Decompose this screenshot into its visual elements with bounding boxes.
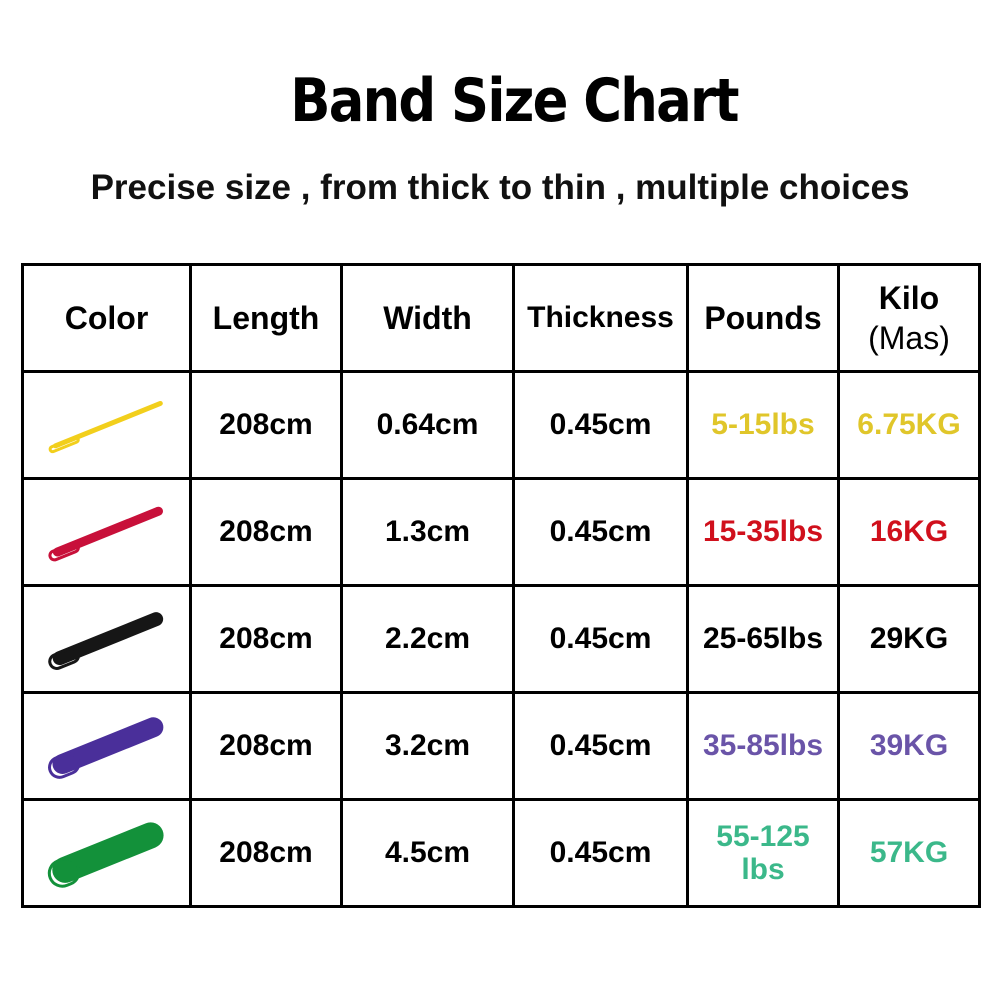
table-row: 208cm 0.64cm 0.45cm 5-15lbs 6.75KG (21, 370, 981, 480)
header-pounds: Pounds (686, 263, 840, 373)
band-image-cell (21, 477, 192, 587)
kilo-cell: 16KG (837, 477, 981, 587)
length-cell: 208cm (189, 584, 343, 694)
pounds-cell: 55-125 lbs (686, 798, 840, 908)
length-cell: 208cm (189, 798, 343, 908)
kilo-cell: 6.75KG (837, 370, 981, 480)
header-row: Color Length Width Thickness Pounds Kilo… (21, 263, 981, 373)
page-title: Band Size Chart (290, 66, 739, 136)
kilo-cell: 29KG (837, 584, 981, 694)
band-image (47, 822, 164, 888)
width-cell: 0.64cm (340, 370, 515, 480)
length-cell: 208cm (189, 370, 343, 480)
kilo-cell: 57KG (837, 798, 981, 908)
width-cell: 4.5cm (340, 798, 515, 908)
band-shape (52, 400, 163, 449)
width-cell: 1.3cm (340, 477, 515, 587)
band-shape (51, 717, 163, 774)
band-loop (47, 857, 81, 888)
band-shape (52, 506, 163, 557)
thickness-cell: 0.45cm (512, 370, 689, 480)
header-thickness: Thickness (512, 263, 689, 373)
thickness-cell: 0.45cm (512, 798, 689, 908)
thickness-cell: 0.45cm (512, 477, 689, 587)
band-image-cell (21, 691, 192, 801)
table-row: 208cm 4.5cm 0.45cm 55-125 lbs 57KG (21, 798, 981, 908)
band-loop (47, 646, 80, 670)
table-row: 208cm 1.3cm 0.45cm 15-35lbs 16KG (21, 477, 981, 587)
length-cell: 208cm (189, 691, 343, 801)
length-cell: 208cm (189, 477, 343, 587)
table-row: 208cm 2.2cm 0.45cm 25-65lbs 29KG (21, 584, 981, 694)
header-kilo: Kilo (Mas) (837, 263, 981, 373)
page-subtitle: Precise size , from thick to thin , mult… (90, 168, 910, 207)
table-row: 208cm 3.2cm 0.45cm 35-85lbs 39KG (21, 691, 981, 801)
band-loop (47, 752, 80, 779)
header-color: Color (21, 263, 192, 373)
header-width: Width (340, 263, 515, 373)
band-image-cell (21, 370, 192, 480)
band-shape (52, 612, 163, 666)
band-size-table: Color Length Width Thickness Pounds Kilo… (21, 263, 981, 908)
pounds-cell: 5-15lbs (686, 370, 840, 480)
band-loop (47, 541, 80, 562)
pounds-cell: 25-65lbs (686, 584, 840, 694)
thickness-cell: 0.45cm (512, 584, 689, 694)
pounds-cell: 35-85lbs (686, 691, 840, 801)
band-image (47, 506, 163, 562)
header-kilo-sub: (Mas) (868, 320, 950, 356)
band-image (47, 612, 163, 670)
width-cell: 2.2cm (340, 584, 515, 694)
header-length: Length (189, 263, 343, 373)
header-kilo-label: Kilo (878, 280, 940, 316)
thickness-cell: 0.45cm (512, 691, 689, 801)
band-image (47, 717, 163, 779)
width-cell: 3.2cm (340, 691, 515, 801)
pounds-cell: 15-35lbs (686, 477, 840, 587)
band-image (48, 400, 163, 454)
band-image-cell (21, 584, 192, 694)
band-image-cell (21, 798, 192, 908)
band-shape (51, 822, 164, 883)
band-loop (48, 435, 80, 454)
kilo-cell: 39KG (837, 691, 981, 801)
